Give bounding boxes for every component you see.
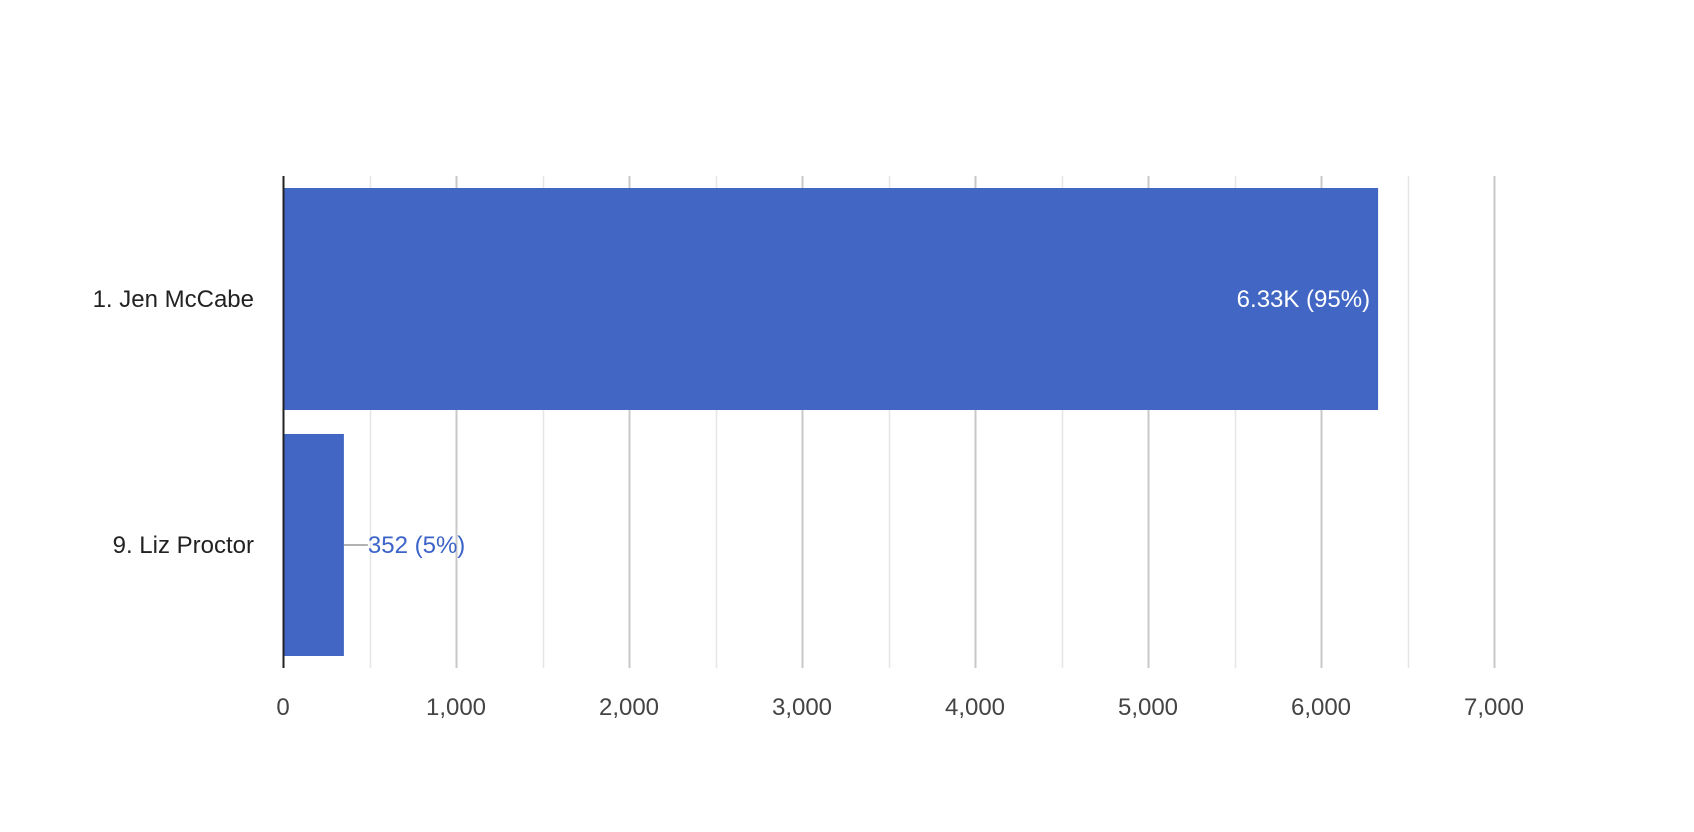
- x-tick-label: 0: [276, 694, 289, 721]
- data-labels: 6.33K (95%) 352 (5%): [343, 286, 1370, 559]
- x-tick-label: 3,000: [772, 694, 832, 721]
- x-tick-labels: 0 1,000 2,000 3,000 4,000 5,000 6,000 7,000: [276, 694, 1524, 721]
- x-tick-label: 6,000: [1291, 694, 1351, 721]
- bar-1: [283, 188, 1379, 410]
- data-label: 352 (5%): [368, 532, 465, 559]
- x-tick-label: 5,000: [1118, 694, 1178, 721]
- category-labels: 1. Jen McCabe 9. Liz Proctor: [93, 286, 254, 559]
- x-tick-label: 4,000: [945, 694, 1005, 721]
- category-label: 1. Jen McCabe: [93, 286, 254, 313]
- x-tick-label: 7,000: [1464, 694, 1524, 721]
- bar-2: [283, 434, 344, 656]
- category-label: 9. Liz Proctor: [113, 532, 254, 559]
- bars: [283, 188, 1379, 656]
- data-label: 6.33K (95%): [1237, 286, 1370, 313]
- x-tick-label: 2,000: [599, 694, 659, 721]
- x-tick-label: 1,000: [426, 694, 486, 721]
